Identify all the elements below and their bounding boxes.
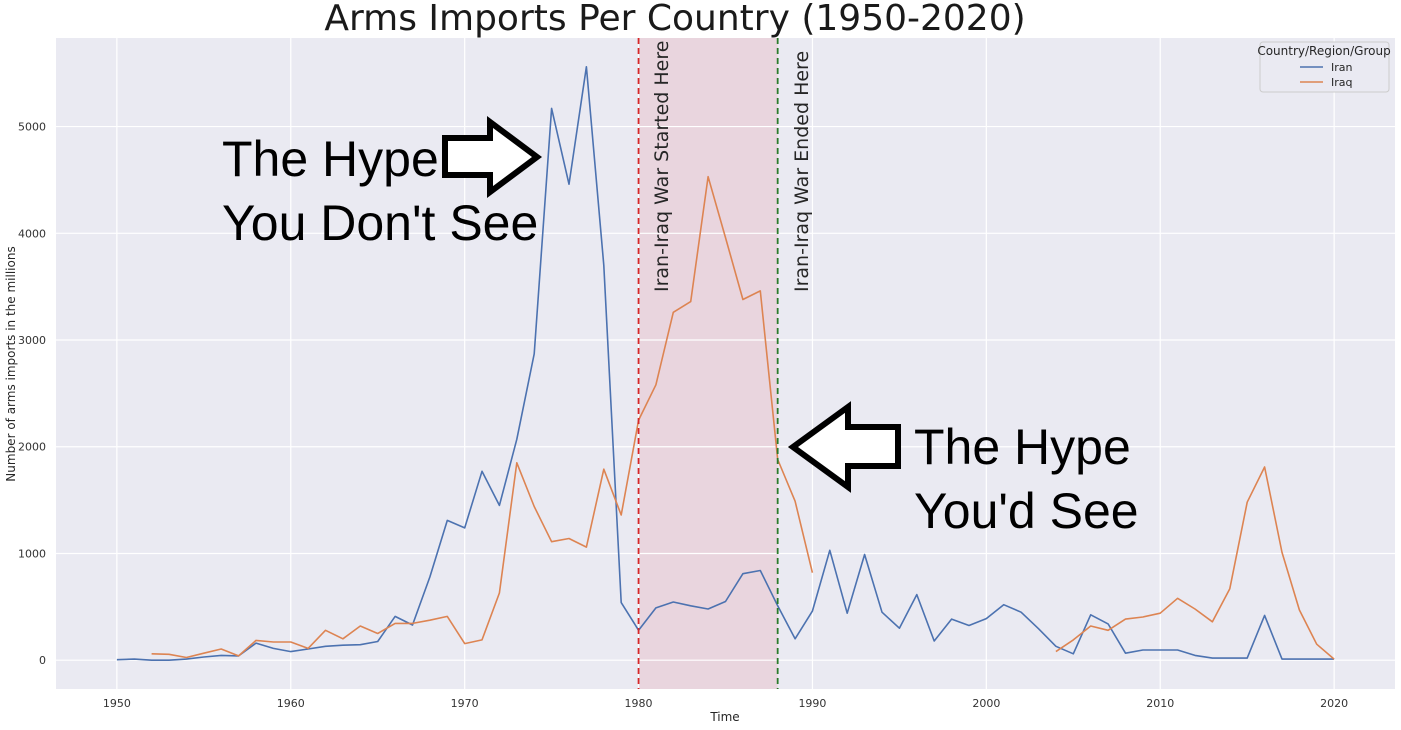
y-tick-label: 5000 [18, 121, 46, 134]
x-tick-label: 1990 [798, 697, 826, 710]
right-arrow-icon [442, 116, 543, 198]
callout-2-line1: The Hype [914, 419, 1131, 475]
callout-1-line2: You Don't See [222, 195, 538, 251]
series-line-iran [116, 66, 1335, 661]
y-tick-label: 0 [39, 654, 46, 667]
x-tick-label: 2020 [1320, 697, 1348, 710]
x-tick-label: 1960 [277, 697, 305, 710]
x-tick-label: 2010 [1146, 697, 1174, 710]
callout-2-line2: You'd See [914, 483, 1139, 539]
x-axis-label: Time [709, 710, 739, 724]
legend-label-iran: Iran [1331, 61, 1353, 74]
x-tick-label: 2000 [972, 697, 1000, 710]
x-tick-label: 1950 [103, 697, 131, 710]
x-tick-label: 1970 [451, 697, 479, 710]
series-lines [116, 66, 1335, 661]
x-tick-label: 1980 [625, 697, 653, 710]
legend-title: Country/Region/Group [1257, 44, 1390, 58]
legend: Country/Region/Group Iran Iraq [1257, 41, 1391, 93]
legend-label-iraq: Iraq [1331, 76, 1353, 89]
war-markers [637, 38, 779, 689]
vline-label-end: Iran-Iraq War Ended Here [791, 51, 813, 292]
left-arrow-icon [787, 401, 901, 493]
y-tick-label: 1000 [18, 547, 46, 560]
vline-label-start: Iran-Iraq War Started Here [651, 41, 673, 292]
axis-ticks: 1950 1960 1970 1980 1990 2000 2010 2020 0 1000 200… [18, 121, 1348, 710]
legend-box [1259, 41, 1390, 93]
y-tick-label: 2000 [18, 441, 46, 454]
chart-title: Arms Imports Per Country (1950-2020) [324, 0, 1026, 39]
series-line-iraq [151, 175, 1335, 660]
callout-1-line1: The Hype [222, 131, 439, 187]
y-axis-label: Number of arms imports in the millions [4, 246, 18, 481]
y-tick-label: 4000 [18, 227, 46, 240]
y-tick-label: 3000 [18, 334, 46, 347]
